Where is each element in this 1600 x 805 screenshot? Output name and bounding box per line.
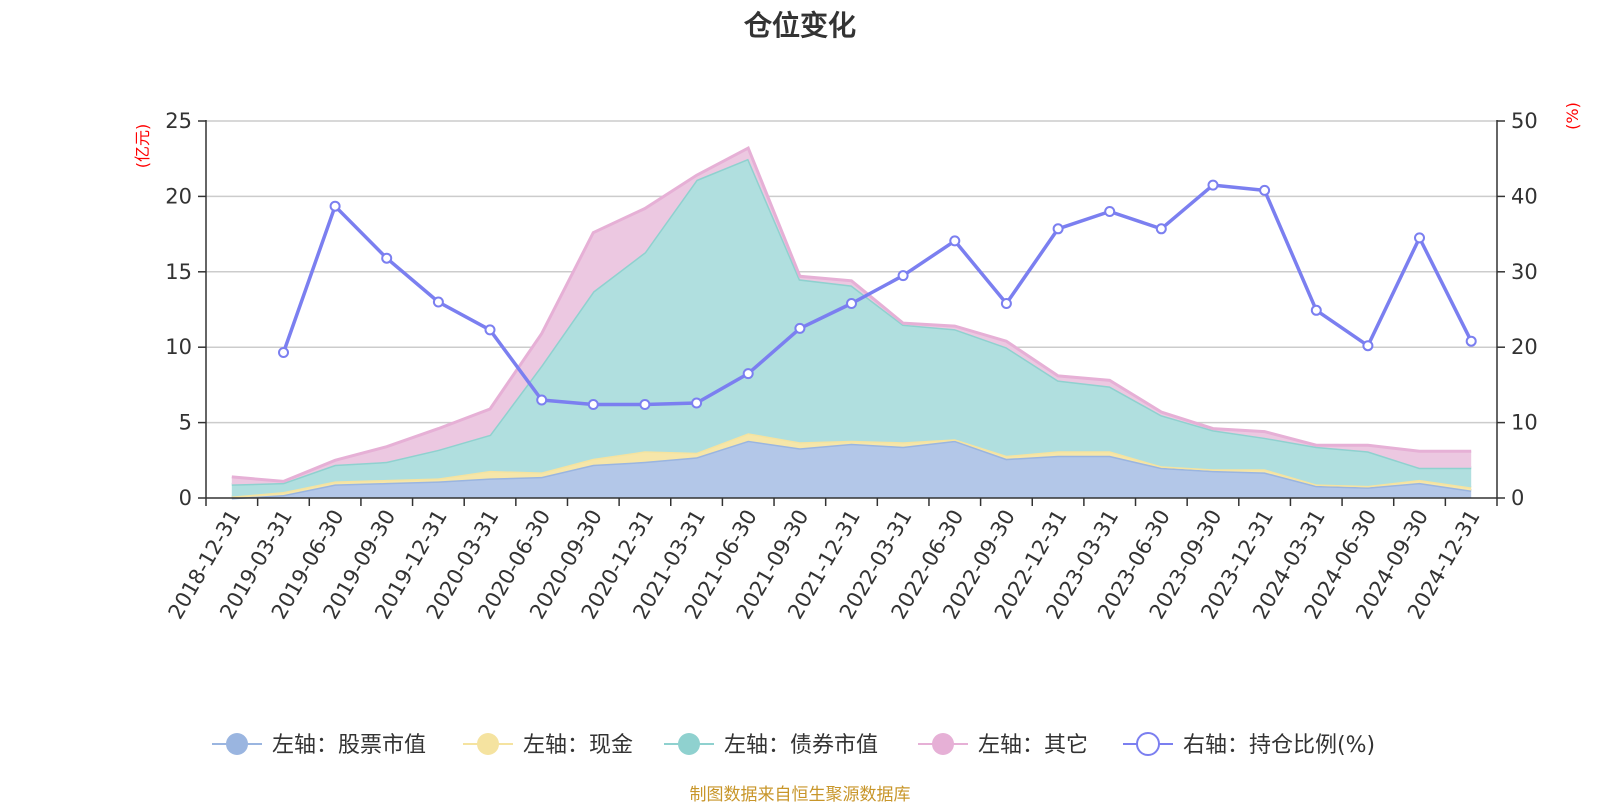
chart-title: 仓位变化: [743, 9, 856, 42]
axes: 0 5 10 15 20 25 0 10 20 30 40 50: [165, 109, 1537, 510]
ratio-point: [1362, 340, 1374, 352]
legend-marker-1: [477, 733, 499, 755]
ratio-point: [949, 235, 961, 247]
right-tick-label: 40: [1511, 184, 1538, 208]
left-tick-label: 20: [165, 184, 192, 208]
legend: 左轴：股票市值 左轴：现金 左轴：债券市值 左轴：其它 右轴：持仓比例(%): [212, 732, 1375, 758]
legend-marker-2: [678, 733, 700, 755]
right-tick-label: 10: [1511, 411, 1538, 435]
legend-marker-4: [1136, 732, 1160, 756]
right-tick-label: 20: [1511, 335, 1538, 359]
legend-marker-0: [226, 733, 248, 755]
ratio-point: [1310, 304, 1322, 316]
legend-label-4: 右轴：持仓比例(%): [1183, 733, 1375, 758]
source-note: 制图数据来自恒生聚源数据库: [689, 785, 911, 805]
stacked-areas: [231, 145, 1472, 500]
left-tick-label: 15: [165, 260, 192, 284]
ratio-point: [639, 399, 651, 410]
legend-label-0: 左轴：股票市值: [272, 733, 426, 758]
ratio-point: [484, 324, 496, 336]
ratio-point: [587, 399, 599, 410]
ratio-point: [1155, 223, 1167, 235]
ratio-point: [1000, 298, 1012, 309]
ratio-point: [278, 347, 289, 358]
legend-marker-3: [932, 733, 954, 755]
ratio-point: [794, 322, 806, 334]
ratio-point: [691, 397, 703, 409]
legend-label-2: 左轴：债券市值: [724, 733, 878, 758]
x-tick-labels: 2018-12-312019-03-312019-06-302019-09-30…: [164, 506, 1485, 624]
ratio-point: [742, 368, 754, 380]
ratio-point: [536, 394, 548, 406]
ratio-point: [1207, 179, 1219, 191]
legend-label-3: 左轴：其它: [978, 733, 1088, 758]
ratio-point: [897, 270, 909, 282]
left-tick-label: 10: [165, 335, 192, 359]
left-tick-label: 0: [179, 486, 192, 510]
ratio-line: [278, 179, 1477, 410]
ratio-line-path: [281, 183, 1473, 407]
ratio-point: [1104, 206, 1116, 217]
ratio-point: [1414, 232, 1425, 244]
right-axis-unit: (%): [1563, 102, 1582, 130]
area-0: [231, 440, 1472, 498]
ratio-point: [846, 298, 857, 309]
right-tick-label: 30: [1511, 260, 1538, 284]
ratio-point: [432, 296, 444, 308]
legend-label-1: 左轴：现金: [523, 733, 633, 758]
ratio-point: [1259, 184, 1271, 196]
ratio-point: [329, 200, 341, 212]
right-tick-label: 0: [1511, 486, 1524, 510]
left-axis-unit: (亿元): [133, 124, 152, 169]
ratio-point: [1052, 223, 1064, 235]
ratio-point: [1465, 335, 1477, 347]
area-2: [231, 158, 1472, 497]
left-tick-label: 5: [179, 411, 192, 435]
left-tick-label: 25: [165, 109, 192, 133]
right-tick-label: 50: [1511, 109, 1538, 133]
area-edge-3: [231, 145, 1472, 483]
ratio-point: [381, 252, 393, 264]
